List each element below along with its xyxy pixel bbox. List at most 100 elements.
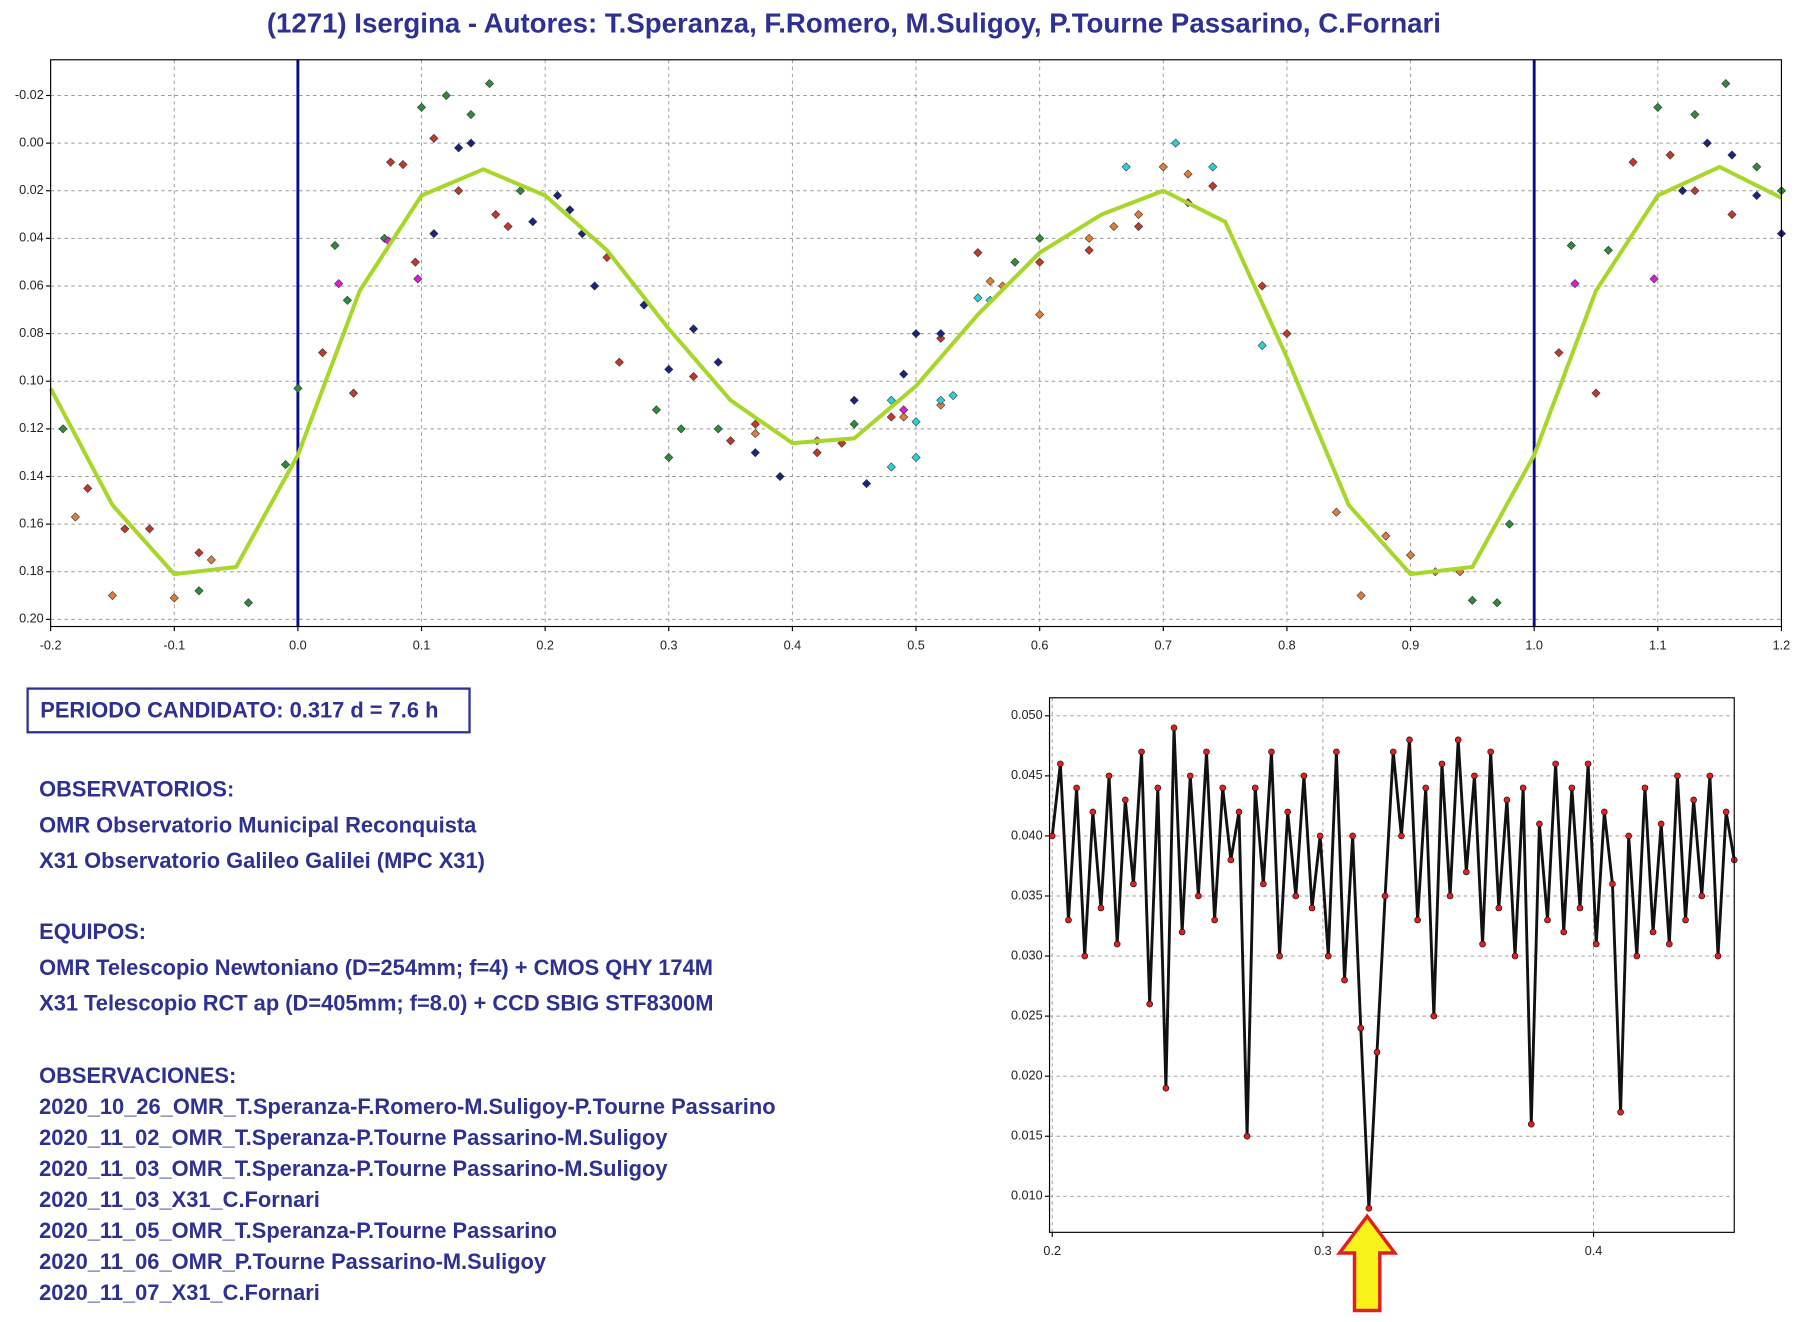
data-point [1203, 748, 1210, 756]
data-point [1752, 190, 1762, 201]
data-point [664, 452, 674, 462]
data-point [206, 555, 216, 565]
x-tick-label: 0.8 [1278, 638, 1296, 652]
data-point [713, 357, 723, 367]
data-point [1422, 784, 1430, 792]
data-point [1341, 976, 1348, 984]
chart-title: (1271) Isergina - Autores: T.Speranza, F… [267, 8, 1441, 39]
data-point [590, 281, 600, 291]
data-point [713, 424, 723, 434]
data-point [1576, 904, 1584, 912]
y-tick-label: 0.08 [19, 326, 44, 340]
data-point [1665, 150, 1675, 160]
fit-curve [48, 164, 1783, 577]
data-point [1333, 748, 1340, 756]
data-point [1544, 916, 1551, 924]
data-point [1617, 1108, 1624, 1116]
data-point [1722, 808, 1730, 816]
data-point [1698, 892, 1706, 900]
y-tick-label: 0.14 [19, 469, 44, 483]
data-point [1406, 736, 1413, 744]
data-point [1603, 245, 1613, 255]
section-line: X31 Observatorio Galileo Galilei (MPC X3… [39, 848, 485, 873]
data-point [1674, 772, 1681, 780]
data-point [1467, 595, 1477, 605]
data-point [1365, 1205, 1373, 1212]
data-point [1414, 916, 1421, 924]
data-point [503, 221, 513, 232]
data-point [293, 383, 303, 393]
data-point [899, 412, 909, 422]
data-point [899, 369, 909, 379]
x-tick-label: 0.7 [1154, 638, 1172, 652]
y-tick-label: 0.18 [19, 564, 44, 578]
data-point [1065, 916, 1072, 924]
data-point [1752, 162, 1762, 172]
data-point [1284, 808, 1291, 816]
data-point [429, 229, 439, 239]
data-point [1492, 598, 1502, 608]
data-point [1081, 952, 1088, 960]
data-point [1487, 748, 1494, 756]
data-point [1566, 240, 1576, 251]
y-tick-label: 0.02 [19, 183, 44, 197]
data-point [1349, 832, 1356, 840]
data-point [1584, 760, 1592, 768]
data-point [1503, 796, 1511, 804]
data-point [70, 512, 80, 522]
y-tick-label: 0.015 [1011, 1129, 1043, 1143]
data-point [1706, 772, 1714, 780]
y-tick-label: 0.12 [19, 421, 44, 435]
y-tick-label: 0.035 [1011, 888, 1043, 902]
data-point [1138, 748, 1145, 756]
data-point [1504, 519, 1515, 529]
data-point [849, 395, 859, 405]
data-point [1677, 186, 1688, 196]
data-point [466, 138, 476, 148]
data-point [1666, 940, 1673, 948]
x-tick-label: 0.2 [1043, 1244, 1061, 1258]
data-point [565, 205, 575, 215]
data-point [194, 548, 204, 558]
y-tick-label: 0.010 [1011, 1189, 1043, 1203]
data-point [552, 190, 563, 201]
data-point [416, 102, 427, 112]
data-point [1649, 928, 1657, 936]
data-point [1130, 880, 1137, 888]
data-point [1495, 904, 1503, 912]
data-point [1113, 940, 1121, 948]
data-point [676, 424, 686, 434]
x-tick-label: -0.2 [40, 638, 62, 652]
data-point [1282, 329, 1292, 339]
y-tick-label: 0.00 [19, 135, 44, 149]
data-point [750, 419, 760, 429]
plot-frame [50, 59, 1783, 628]
x-tick-label: 0.5 [907, 638, 925, 652]
data-point [812, 448, 822, 458]
data-point [1268, 748, 1275, 756]
data-point [1211, 916, 1218, 924]
data-point [936, 400, 946, 410]
data-point [911, 329, 921, 339]
data-point [1527, 1120, 1535, 1128]
y-tick-label: 0.020 [1011, 1069, 1043, 1083]
y-tick-label: 0.025 [1011, 1008, 1043, 1022]
data-point [775, 471, 785, 482]
data-point [1398, 832, 1405, 840]
data-point [342, 295, 352, 305]
y-tick-label: 0.04 [19, 231, 44, 245]
data-point [1325, 952, 1332, 960]
plot-frame [1048, 697, 1735, 1233]
data-point [1389, 748, 1397, 756]
data-point [948, 390, 958, 401]
data-point [1633, 952, 1641, 960]
section-line: 2020_10_26_OMR_T.Speranza-F.Romero-M.Sul… [39, 1094, 775, 1119]
y-tick-label: 0.040 [1011, 828, 1043, 842]
data-point [410, 257, 420, 267]
data-point [515, 186, 525, 196]
data-point [1257, 340, 1267, 351]
data-point [484, 79, 495, 89]
section-line: 2020_11_06_OMR_P.Tourne Passarino-M.Suli… [39, 1249, 547, 1274]
data-point [280, 460, 291, 470]
